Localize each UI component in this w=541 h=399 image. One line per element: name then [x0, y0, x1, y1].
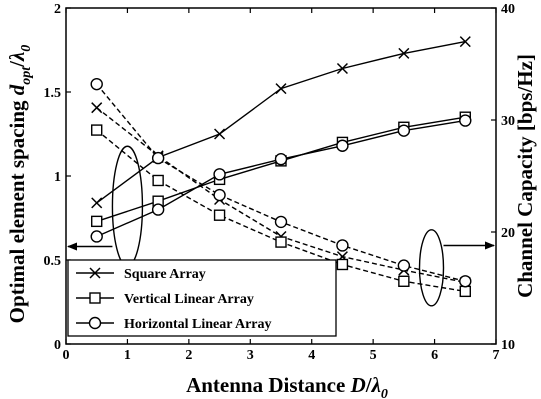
data-point — [336, 239, 349, 252]
data-point — [274, 152, 288, 166]
x-tick-label: 6 — [431, 348, 438, 363]
x-tick-label: 0 — [63, 348, 70, 363]
data-point — [90, 230, 103, 243]
marker-stroke — [275, 83, 287, 95]
left-y-tick-label: 1 — [54, 170, 61, 185]
x-title-slash: / — [365, 373, 373, 397]
data-point — [397, 124, 411, 137]
x-tick-label: 3 — [247, 348, 254, 363]
x-axis-title: Antenna Distance D/λ0 — [186, 373, 388, 399]
legend-marker — [88, 316, 102, 330]
right-y-tick-label: 30 — [501, 114, 515, 129]
series-square-right — [91, 124, 471, 298]
left-y-tick-label: 0.5 — [44, 254, 62, 269]
right-y-tick-label: 40 — [501, 2, 515, 17]
data-point — [274, 215, 288, 229]
data-point — [397, 259, 411, 272]
legend-label: Vertical Linear Array — [124, 292, 254, 307]
series-circle-left — [90, 114, 472, 243]
x-tick-label: 2 — [185, 348, 192, 363]
marker-stroke — [91, 102, 103, 114]
marker-stroke — [336, 62, 348, 75]
left-y-tick-label: 2 — [54, 2, 61, 17]
series-circle-right — [90, 77, 472, 288]
right-y-tick-label: 10 — [501, 338, 515, 353]
right-y-tick-label: 20 — [501, 226, 515, 241]
annotation-ellipse-right — [418, 229, 445, 307]
data-point — [398, 275, 410, 287]
marker-stroke — [398, 47, 410, 59]
data-point — [398, 47, 410, 59]
data-point — [459, 36, 471, 48]
data-point — [91, 215, 103, 228]
series-x-left — [91, 36, 471, 209]
data-point — [459, 275, 472, 288]
data-point — [91, 102, 103, 114]
left-y-tick-label: 1.5 — [44, 86, 62, 101]
series-line — [96, 83, 466, 282]
data-point — [336, 139, 349, 152]
data-point — [213, 168, 226, 181]
x-tick-label: 7 — [493, 348, 500, 363]
series-line — [96, 116, 466, 223]
left-title-subscript-0: 0 — [19, 45, 34, 52]
data-point — [214, 128, 226, 140]
legend-marker — [89, 292, 101, 304]
x-title-lambda: λ — [371, 373, 381, 397]
left-title-slash: / — [5, 60, 29, 68]
data-point — [151, 203, 165, 216]
data-point — [275, 83, 287, 95]
legend: Square Array Vertical Linear Array Horizon… — [67, 259, 337, 337]
series-line — [96, 40, 466, 204]
marker-stroke — [89, 267, 101, 279]
x-tick-label: 1 — [124, 348, 131, 363]
data-point — [90, 77, 103, 91]
legend-entry: Square Array — [76, 267, 206, 282]
marker-stroke — [459, 36, 471, 48]
data-point — [91, 124, 103, 136]
data-point — [151, 151, 165, 165]
data-point — [213, 209, 226, 221]
left-y-tick-label: 0 — [54, 338, 61, 353]
series-layer — [90, 36, 472, 298]
left-title-subscript: opt — [19, 66, 34, 85]
data-point — [91, 197, 103, 209]
x-title-var: D — [350, 373, 366, 397]
legend-label: Horizontal Linear Array — [124, 317, 272, 332]
annotation-ellipse-left — [111, 145, 144, 267]
data-point — [336, 258, 349, 271]
x-title-subscript: 0 — [381, 387, 388, 399]
axis-titles: Antenna Distance D/λ0 Optimal element spa… — [5, 45, 537, 399]
series-line — [96, 107, 466, 284]
data-point — [213, 188, 226, 202]
data-point — [152, 174, 164, 187]
data-point — [336, 62, 348, 75]
legend-marker — [89, 267, 101, 279]
legend-entry: Vertical Linear Array — [76, 292, 254, 307]
plot-area: 0 1 2 3 4 5 6 7 0 0.5 1 1.5 2 10 20 30 40 — [44, 2, 516, 363]
marker-stroke — [214, 128, 226, 140]
data-point — [459, 285, 471, 298]
left-title-var: d — [5, 84, 29, 95]
legend-label: Square Array — [124, 267, 206, 282]
data-point — [275, 236, 287, 248]
left-axis-title: Optimal element spacing dopt/λ0 — [5, 45, 34, 324]
legend-entry: Horizontal Linear Array — [76, 316, 272, 332]
x-tick-label: 5 — [370, 348, 377, 363]
left-title-lambda: λ — [5, 52, 29, 62]
right-axis-title: Channel Capacity [bps/Hz] — [513, 54, 537, 298]
data-point — [459, 114, 472, 127]
x-tick-label: 4 — [308, 348, 315, 363]
marker-stroke — [91, 197, 103, 209]
